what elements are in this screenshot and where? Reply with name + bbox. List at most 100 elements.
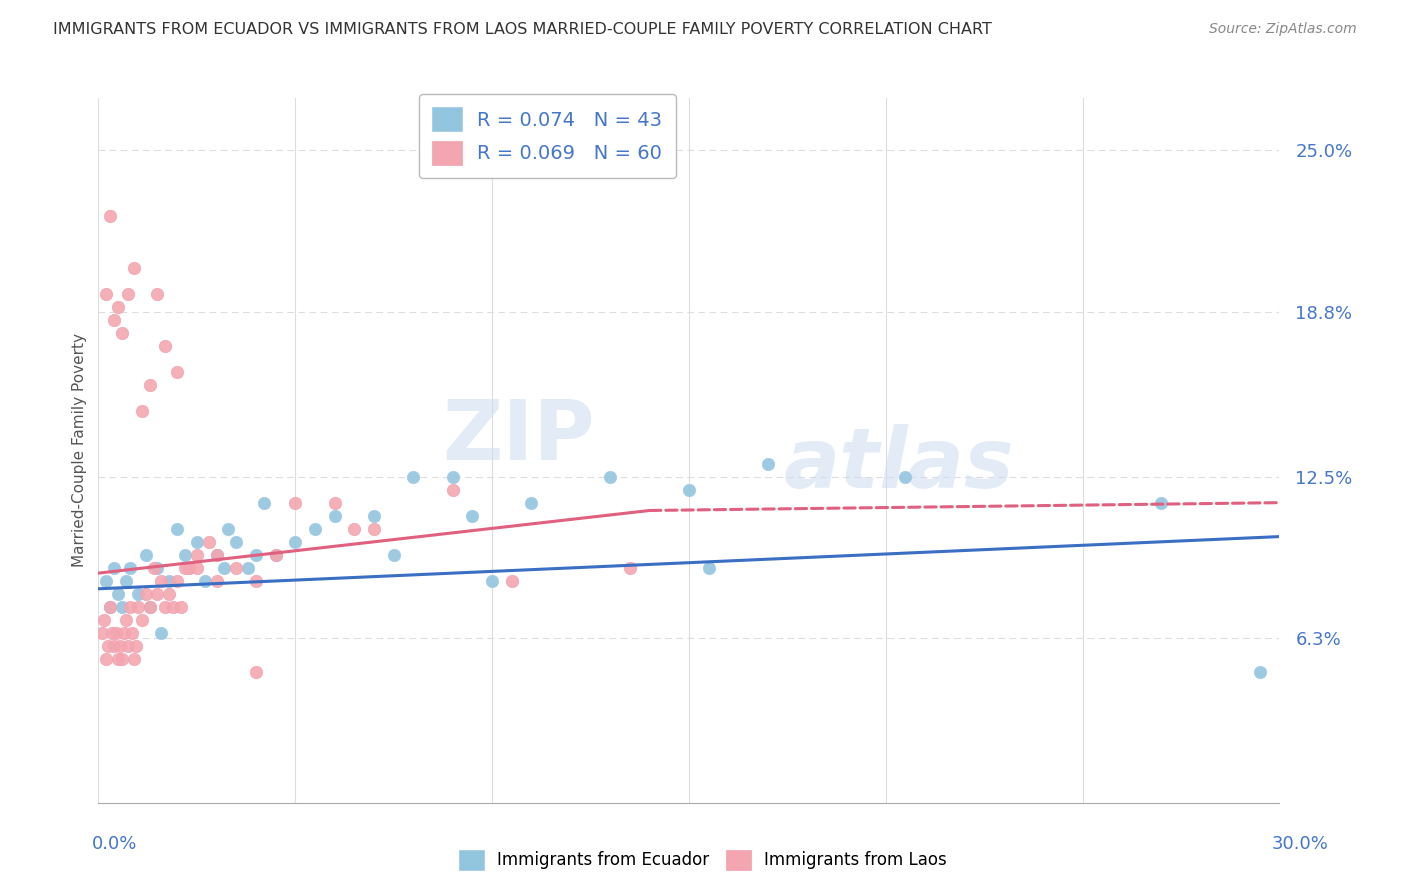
Point <box>150 626 173 640</box>
Point <box>697 561 720 575</box>
Point <box>1150 496 1173 510</box>
Point <box>138 600 160 615</box>
Point <box>166 522 188 536</box>
Point <box>96 574 118 588</box>
Point <box>146 561 169 575</box>
Point <box>363 508 385 523</box>
Point <box>97 639 120 653</box>
Point <box>599 469 621 483</box>
Point <box>323 496 346 510</box>
Point <box>217 522 239 536</box>
Point <box>118 561 141 575</box>
Point <box>103 313 125 327</box>
Point <box>894 469 917 483</box>
Point <box>96 286 118 301</box>
Point <box>127 587 149 601</box>
Point <box>162 600 184 615</box>
Point <box>756 457 779 471</box>
Point <box>174 548 197 562</box>
Point <box>678 483 700 497</box>
Point <box>107 652 129 666</box>
Point <box>111 326 134 340</box>
Point <box>264 548 287 562</box>
Point <box>225 534 247 549</box>
Point <box>127 600 149 615</box>
Point <box>284 496 307 510</box>
Point <box>111 600 134 615</box>
Point <box>343 522 366 536</box>
Point <box>146 587 169 601</box>
Point <box>157 587 180 601</box>
Point <box>170 600 193 615</box>
Point <box>166 365 188 379</box>
Point <box>142 561 165 575</box>
Point <box>118 600 141 615</box>
Text: ZIP: ZIP <box>441 396 595 477</box>
Point <box>197 534 219 549</box>
Point <box>107 587 129 601</box>
Point <box>131 404 153 418</box>
Point <box>245 574 267 588</box>
Point <box>205 574 228 588</box>
Point <box>1249 665 1271 680</box>
Point <box>205 548 228 562</box>
Point <box>245 665 267 680</box>
Point <box>284 534 307 549</box>
Point <box>441 483 464 497</box>
Point <box>96 652 118 666</box>
Text: atlas: atlas <box>783 424 1014 505</box>
Point <box>93 613 115 627</box>
Point <box>157 574 180 588</box>
Point <box>98 209 121 223</box>
Point <box>103 639 125 653</box>
Point <box>166 574 188 588</box>
Point <box>186 561 208 575</box>
Point <box>138 378 160 392</box>
Point <box>177 561 200 575</box>
Point <box>441 469 464 483</box>
Point <box>174 561 197 575</box>
Point <box>122 260 145 275</box>
Point <box>125 639 148 653</box>
Point <box>135 548 157 562</box>
Point <box>619 561 641 575</box>
Point <box>225 561 247 575</box>
Point <box>103 561 125 575</box>
Point <box>481 574 503 588</box>
Point <box>155 600 177 615</box>
Text: IMMIGRANTS FROM ECUADOR VS IMMIGRANTS FROM LAOS MARRIED-COUPLE FAMILY POVERTY CO: IMMIGRANTS FROM ECUADOR VS IMMIGRANTS FR… <box>53 22 993 37</box>
Point <box>382 548 405 562</box>
Text: 30.0%: 30.0% <box>1272 835 1329 853</box>
Point <box>135 587 157 601</box>
Point <box>111 652 134 666</box>
Point <box>461 508 484 523</box>
Point <box>115 613 138 627</box>
Point <box>253 496 276 510</box>
Point <box>236 561 259 575</box>
Point <box>501 574 523 588</box>
Legend: Immigrants from Ecuador, Immigrants from Laos: Immigrants from Ecuador, Immigrants from… <box>453 843 953 877</box>
Point <box>98 600 121 615</box>
Point <box>131 613 153 627</box>
Point <box>105 626 128 640</box>
Point <box>117 639 139 653</box>
Point <box>177 561 200 575</box>
Point <box>245 548 267 562</box>
Point <box>363 522 385 536</box>
Point <box>91 626 114 640</box>
Point <box>194 574 217 588</box>
Point <box>146 286 169 301</box>
Point <box>186 534 208 549</box>
Point <box>186 548 208 562</box>
Text: Source: ZipAtlas.com: Source: ZipAtlas.com <box>1209 22 1357 37</box>
Legend: R = 0.074   N = 43, R = 0.069   N = 60: R = 0.074 N = 43, R = 0.069 N = 60 <box>419 94 676 178</box>
Point <box>107 300 129 314</box>
Point <box>214 561 236 575</box>
Point <box>402 469 425 483</box>
Point <box>323 508 346 523</box>
Point <box>115 574 138 588</box>
Point <box>205 548 228 562</box>
Text: 0.0%: 0.0% <box>91 835 136 853</box>
Point <box>101 626 124 640</box>
Point <box>117 286 139 301</box>
